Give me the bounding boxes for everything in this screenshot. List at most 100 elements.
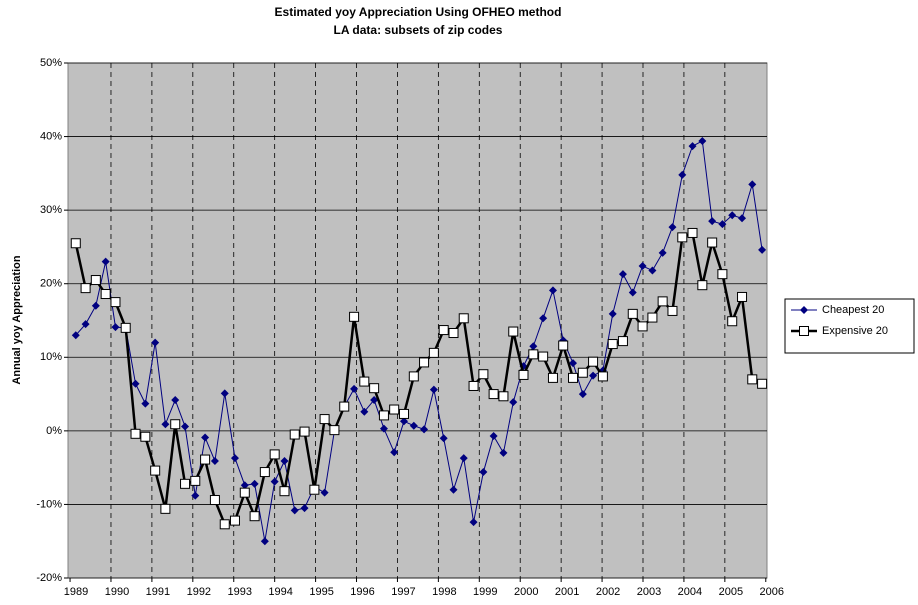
marker [239,487,250,498]
x-tick-label: 1991 [146,586,170,598]
marker [489,432,498,441]
y-tick-label: 50% [40,57,62,69]
marker [279,486,290,497]
x-tick-label: 2000 [514,586,538,598]
y-tick-label: 30% [40,204,62,216]
marker [289,429,300,440]
marker [130,428,141,439]
marker [607,339,618,350]
marker [181,422,190,431]
marker [529,342,538,351]
marker [678,170,687,179]
marker [70,238,81,249]
x-tick-label: 1990 [105,586,129,598]
marker [469,518,478,527]
marker [131,379,140,388]
marker [230,454,239,463]
marker [320,488,329,497]
marker [160,503,171,514]
x-tick-label: 1997 [391,586,415,598]
x-tick-label: 1996 [350,586,374,598]
marker [269,449,280,460]
y-tick-label: -10% [36,498,62,510]
marker [589,371,598,380]
marker [578,390,587,399]
marker [677,232,688,243]
chart-title: Estimated yoy Appreciation Using OFHEO m… [275,5,562,19]
marker [360,407,369,416]
marker [280,457,289,466]
marker [90,275,101,286]
marker [668,223,677,232]
marker [448,328,459,339]
marker [91,301,100,310]
marker [688,142,697,151]
x-tick-label: 1993 [228,586,252,598]
y-tick-label: 40% [40,130,62,142]
marker [389,404,400,415]
marker [398,408,409,419]
marker [369,383,380,394]
marker [329,425,340,436]
marker [378,410,389,421]
marker [657,296,668,307]
marker [190,475,201,486]
marker [408,371,419,382]
marker [597,371,608,382]
marker [80,283,91,294]
marker [100,289,111,300]
marker [548,286,557,295]
marker [687,227,698,238]
series-line [75,140,763,542]
marker [140,431,151,442]
marker [290,506,299,515]
marker [698,136,707,145]
x-tick-label: 2003 [637,586,661,598]
marker [638,262,647,271]
marker [270,477,279,486]
marker [120,322,131,333]
marker [478,369,489,380]
marker [627,308,638,319]
marker [111,323,120,332]
marker [161,420,170,429]
marker [547,372,558,383]
marker [758,245,767,254]
marker [728,211,737,220]
marker [171,395,180,404]
marker [259,467,270,478]
marker [737,291,748,302]
marker [71,331,80,340]
marker [200,454,211,465]
marker [757,378,768,389]
legend-label: Cheapest 20 [822,304,884,316]
marker [219,519,230,530]
marker [588,356,599,367]
marker [249,511,260,522]
marker [708,217,717,226]
marker [150,465,161,476]
marker [539,314,548,323]
marker [568,372,579,383]
marker [459,454,468,463]
marker [658,248,667,257]
marker [499,448,508,457]
x-tick-label: 2001 [555,586,579,598]
marker [151,338,160,347]
marker [488,389,499,400]
marker [538,351,549,362]
marker [370,395,379,404]
marker [209,495,220,506]
x-tick-label: 2006 [760,586,784,598]
marker [409,421,418,430]
marker [299,426,310,437]
marker [747,374,758,385]
x-tick-label: 2004 [678,586,702,598]
x-tick-label: 1989 [64,586,88,598]
marker [618,270,627,279]
marker [558,340,569,351]
marker [101,257,110,266]
y-tick-label: 10% [40,351,62,363]
marker [608,309,617,318]
